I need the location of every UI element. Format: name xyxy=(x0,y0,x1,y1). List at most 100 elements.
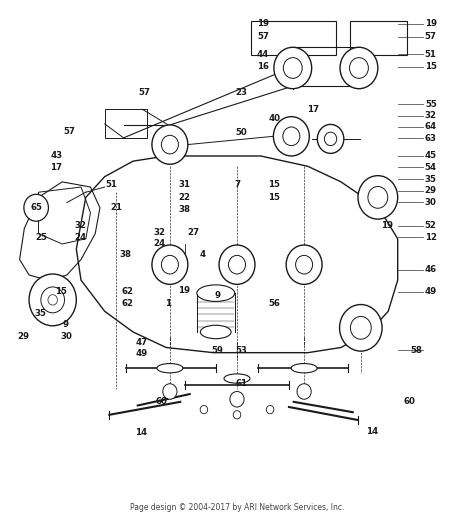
Circle shape xyxy=(161,255,178,274)
Text: 31: 31 xyxy=(178,180,190,189)
Text: 51: 51 xyxy=(425,49,437,59)
Circle shape xyxy=(296,255,313,274)
Circle shape xyxy=(230,391,244,407)
Circle shape xyxy=(368,186,388,208)
Circle shape xyxy=(48,295,57,305)
Text: 29: 29 xyxy=(425,186,437,195)
Text: 21: 21 xyxy=(110,203,122,212)
Circle shape xyxy=(41,287,64,313)
Text: 65: 65 xyxy=(30,203,42,212)
Ellipse shape xyxy=(197,285,235,302)
Ellipse shape xyxy=(201,325,231,339)
Text: 19: 19 xyxy=(257,20,269,29)
Text: 60: 60 xyxy=(155,398,167,406)
Ellipse shape xyxy=(291,363,317,373)
Text: 16: 16 xyxy=(257,62,269,72)
Text: 50: 50 xyxy=(236,128,247,137)
Text: 15: 15 xyxy=(268,193,280,202)
Text: 43: 43 xyxy=(50,152,63,160)
Circle shape xyxy=(340,47,378,89)
Text: 32: 32 xyxy=(153,227,165,237)
Text: 25: 25 xyxy=(35,233,47,242)
Circle shape xyxy=(152,245,188,284)
Text: Page design © 2004-2017 by ARI Network Services, Inc.: Page design © 2004-2017 by ARI Network S… xyxy=(130,503,344,512)
Circle shape xyxy=(233,411,241,419)
Text: 51: 51 xyxy=(106,180,118,189)
Text: 7: 7 xyxy=(234,180,240,189)
Text: 14: 14 xyxy=(365,427,378,436)
Text: 17: 17 xyxy=(307,105,319,114)
Text: 19: 19 xyxy=(381,222,393,230)
Text: 46: 46 xyxy=(425,265,437,275)
Text: 57: 57 xyxy=(139,88,151,98)
Text: 32: 32 xyxy=(425,111,437,120)
Text: 47: 47 xyxy=(136,338,148,347)
Text: 57: 57 xyxy=(63,127,75,135)
Circle shape xyxy=(283,58,302,78)
Text: 9: 9 xyxy=(214,291,220,300)
Text: 19: 19 xyxy=(178,286,190,295)
Circle shape xyxy=(29,274,76,326)
Text: 24: 24 xyxy=(153,239,165,249)
Text: 63: 63 xyxy=(425,134,437,143)
Text: 45: 45 xyxy=(425,152,437,160)
Text: 29: 29 xyxy=(18,332,29,340)
Text: 58: 58 xyxy=(410,346,422,354)
Circle shape xyxy=(350,317,371,339)
Text: 38: 38 xyxy=(178,205,190,214)
Text: 49: 49 xyxy=(425,287,437,296)
Circle shape xyxy=(324,132,337,146)
Text: 15: 15 xyxy=(425,62,437,72)
Circle shape xyxy=(273,117,310,156)
Text: 19: 19 xyxy=(425,20,437,29)
Circle shape xyxy=(228,255,246,274)
Text: 15: 15 xyxy=(268,180,280,189)
Text: 27: 27 xyxy=(187,227,200,237)
Circle shape xyxy=(219,245,255,284)
Circle shape xyxy=(163,384,177,399)
Circle shape xyxy=(318,125,344,154)
Circle shape xyxy=(349,58,368,78)
Text: 22: 22 xyxy=(178,193,190,202)
Text: 59: 59 xyxy=(211,346,223,354)
Text: 49: 49 xyxy=(136,349,147,358)
Circle shape xyxy=(161,135,178,154)
Text: 55: 55 xyxy=(425,100,437,108)
Text: 17: 17 xyxy=(50,163,63,172)
Text: 30: 30 xyxy=(60,332,72,340)
Text: 12: 12 xyxy=(425,233,437,242)
Text: 62: 62 xyxy=(121,287,133,296)
Text: 56: 56 xyxy=(269,299,281,308)
Circle shape xyxy=(24,194,48,221)
Circle shape xyxy=(358,175,398,219)
Text: 60: 60 xyxy=(403,398,415,406)
Circle shape xyxy=(339,305,382,351)
Text: 57: 57 xyxy=(425,32,437,42)
Text: 32: 32 xyxy=(74,222,86,230)
Circle shape xyxy=(283,127,300,146)
Text: 9: 9 xyxy=(63,320,69,329)
Text: 61: 61 xyxy=(236,379,248,388)
Text: 40: 40 xyxy=(269,114,281,123)
Text: 24: 24 xyxy=(74,233,86,242)
Text: 53: 53 xyxy=(236,346,247,354)
Text: 64: 64 xyxy=(425,122,437,131)
Text: 4: 4 xyxy=(200,250,206,259)
Text: 52: 52 xyxy=(425,222,437,230)
Text: 35: 35 xyxy=(35,309,47,318)
Circle shape xyxy=(266,405,274,414)
Circle shape xyxy=(152,125,188,164)
Circle shape xyxy=(200,405,208,414)
Circle shape xyxy=(274,47,312,89)
Text: 30: 30 xyxy=(425,198,437,207)
Text: 62: 62 xyxy=(121,299,133,308)
Ellipse shape xyxy=(224,374,250,383)
Text: 15: 15 xyxy=(55,287,67,296)
Ellipse shape xyxy=(157,363,183,373)
Text: 14: 14 xyxy=(136,428,147,438)
Text: 44: 44 xyxy=(257,49,269,59)
Text: 54: 54 xyxy=(425,163,437,172)
Circle shape xyxy=(286,245,322,284)
Text: 23: 23 xyxy=(236,88,248,98)
Circle shape xyxy=(297,384,311,399)
